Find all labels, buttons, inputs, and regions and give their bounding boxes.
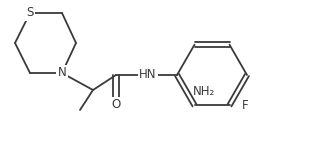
Text: F: F	[242, 99, 249, 112]
Text: HN: HN	[139, 69, 157, 82]
Text: O: O	[111, 98, 121, 111]
Text: N: N	[58, 66, 66, 80]
Text: S: S	[26, 7, 34, 20]
Text: NH₂: NH₂	[193, 85, 216, 98]
